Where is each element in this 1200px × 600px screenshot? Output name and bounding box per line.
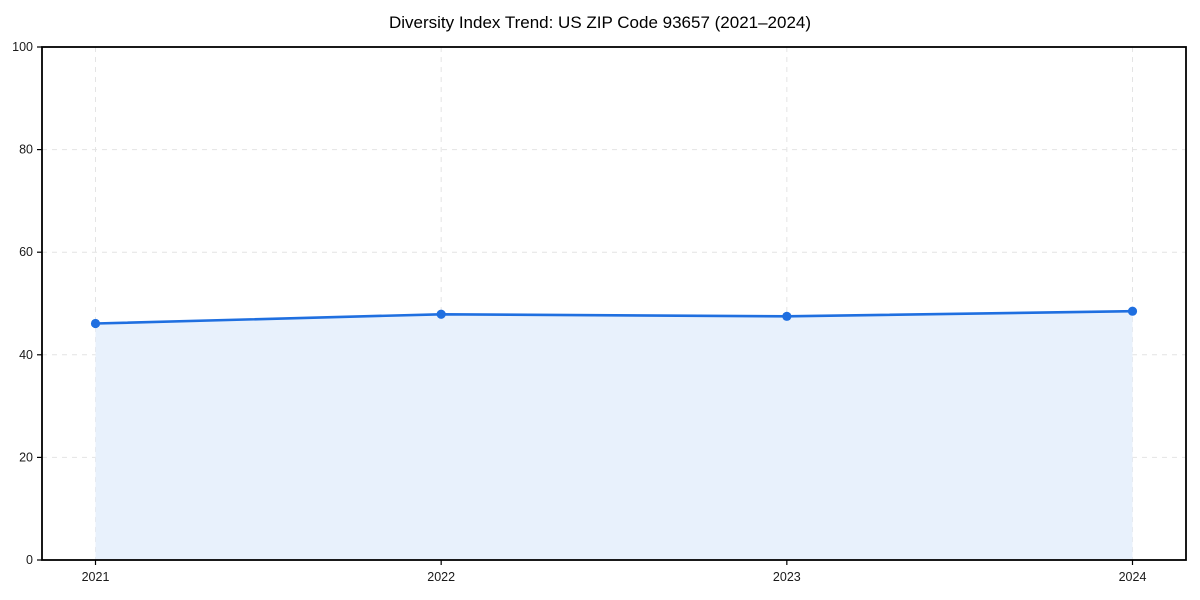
y-tick-label: 0	[26, 553, 33, 567]
x-tick-label: 2023	[773, 570, 801, 584]
plot-border	[41, 46, 1187, 561]
data-point-marker	[436, 309, 446, 319]
y-tick-label: 40	[19, 348, 33, 362]
x-tick-label: 2021	[82, 570, 110, 584]
y-tick-label: 100	[12, 40, 33, 54]
y-tick-label: 60	[19, 245, 33, 259]
data-point-marker	[1127, 306, 1138, 316]
chart-title: Diversity Index Trend: US ZIP Code 93657…	[388, 13, 812, 32]
x-tick-label: 2022	[427, 570, 455, 584]
data-point-marker	[782, 311, 792, 321]
x-tick-label: 2024	[1119, 570, 1147, 584]
area-fill	[95, 311, 1133, 560]
y-tick-label: 20	[19, 450, 33, 464]
trend-line	[94, 309, 1134, 325]
data-point-marker	[90, 318, 101, 329]
y-tick-label: 80	[19, 143, 33, 157]
